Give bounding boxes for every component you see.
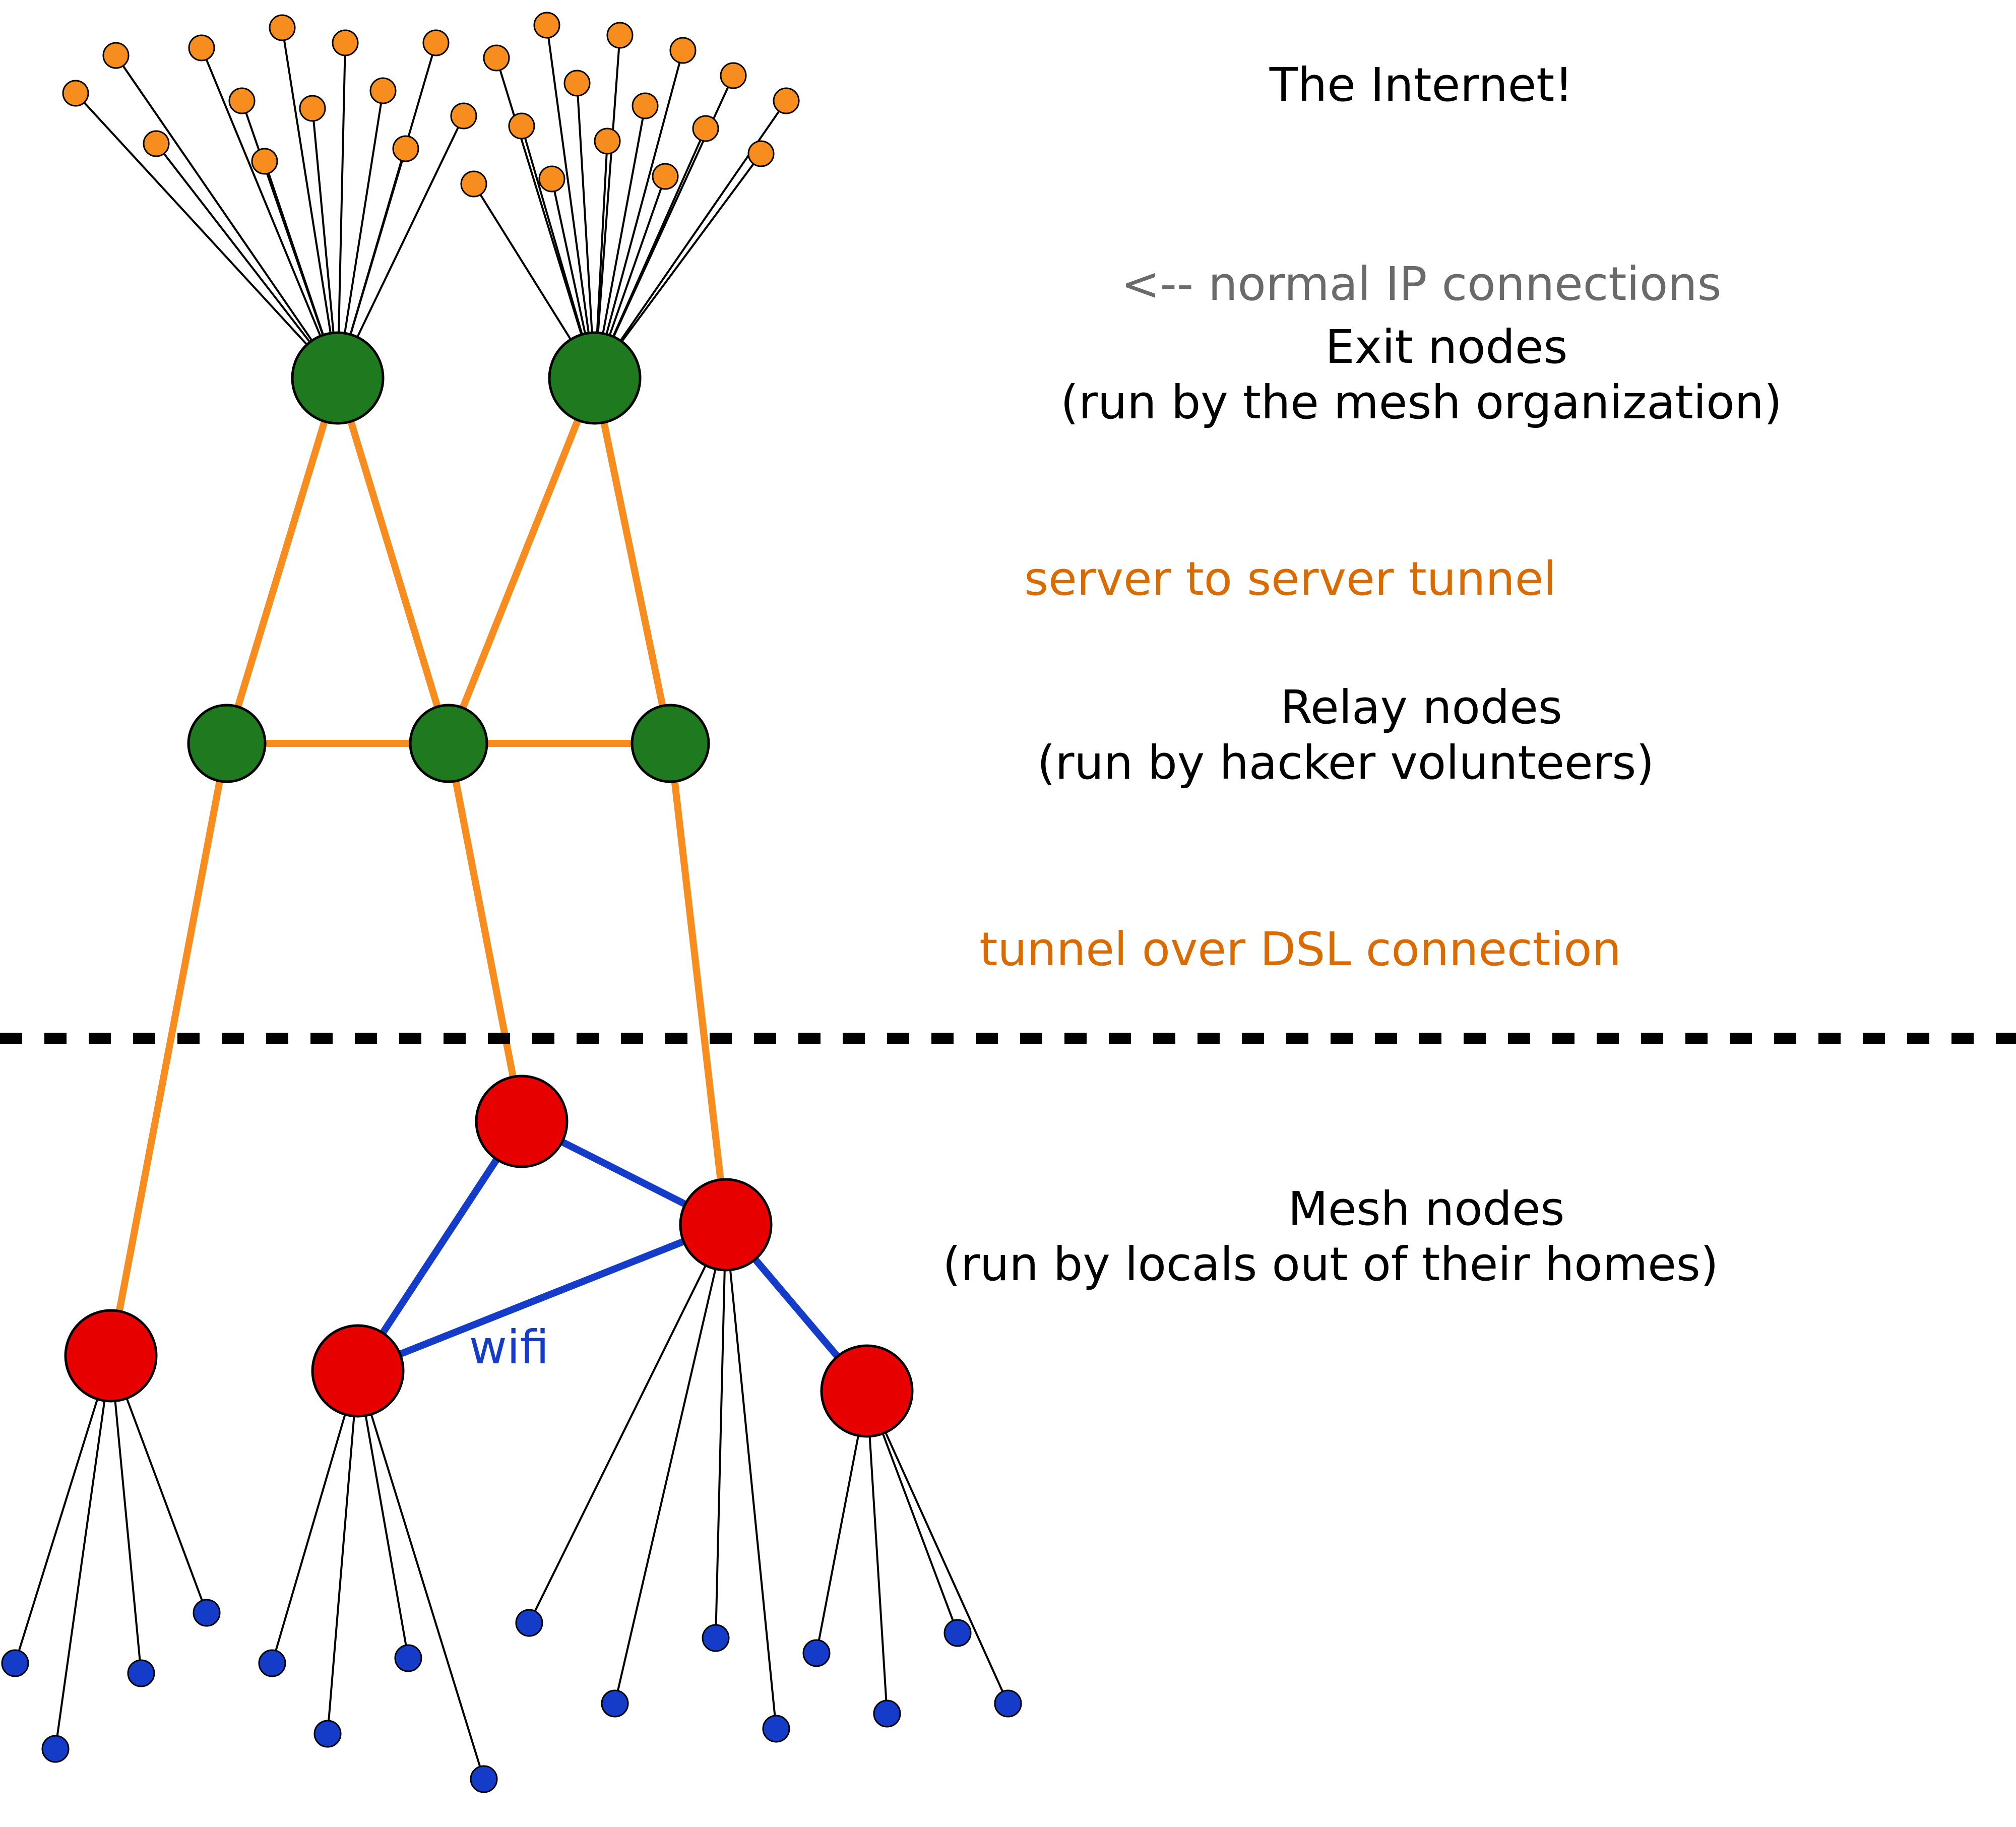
mesh-node xyxy=(66,1310,156,1401)
internet-endpoint-node xyxy=(607,23,633,48)
label-s2s: server to server tunnel xyxy=(1024,552,1556,606)
client-endpoint-node xyxy=(194,1600,220,1626)
client-endpoint-node xyxy=(602,1690,628,1717)
label-internet: The Internet! xyxy=(1269,58,1573,112)
label-ip_conn: <-- normal IP connections xyxy=(1121,257,1721,311)
internet-endpoint-node xyxy=(270,15,295,40)
tunnel-link xyxy=(449,378,595,743)
client-endpoint-node xyxy=(516,1610,542,1636)
internet-endpoint-node xyxy=(333,30,358,55)
internet-endpoint-node xyxy=(595,129,620,154)
client-connection-line xyxy=(111,1356,141,1673)
client-connection-line xyxy=(716,1225,726,1638)
tunnel-link xyxy=(595,378,670,743)
internet-endpoint-node xyxy=(509,113,534,139)
client-endpoint-node xyxy=(995,1690,1021,1717)
client-endpoint-node xyxy=(42,1736,69,1762)
wifi-connections-layer xyxy=(358,1121,867,1391)
tunnel-link xyxy=(449,743,522,1121)
internet-endpoint-node xyxy=(252,149,277,174)
internet-endpoint-node xyxy=(774,88,799,113)
client-endpoint-node xyxy=(703,1625,729,1651)
mesh-node xyxy=(312,1326,403,1416)
label-mesh1: Mesh nodes xyxy=(1288,1182,1565,1236)
client-endpoint-node xyxy=(259,1650,285,1676)
internet-endpoint-node xyxy=(423,30,449,55)
internet-endpoint-node xyxy=(653,164,678,189)
client-connection-line xyxy=(55,1356,111,1749)
internet-endpoint-node xyxy=(670,38,696,63)
tunnel-link xyxy=(227,378,338,743)
client-endpoint-node xyxy=(944,1620,971,1646)
client-connection-line xyxy=(726,1225,776,1729)
client-connection-line xyxy=(358,1371,484,1779)
relay-node xyxy=(632,705,709,782)
main-nodes-layer xyxy=(66,333,912,1436)
label-relay1: Relay nodes xyxy=(1280,680,1562,734)
label-relay2: (run by hacker volunteers) xyxy=(1037,736,1654,790)
tunnel-connections-layer xyxy=(111,378,726,1356)
client-endpoint-node xyxy=(395,1645,421,1671)
client-connection-line xyxy=(529,1225,726,1623)
tunnel-link xyxy=(111,743,227,1356)
internet-endpoint-node xyxy=(633,93,658,118)
client-endpoint-node xyxy=(314,1721,341,1747)
internet-endpoint-node xyxy=(229,88,255,113)
internet-endpoint-node xyxy=(721,63,746,88)
mesh-node xyxy=(822,1346,912,1436)
tunnel-link xyxy=(670,743,726,1225)
internet-endpoint-node xyxy=(539,166,564,192)
client-endpoint-node xyxy=(763,1716,789,1742)
tunnel-link xyxy=(338,378,449,743)
exit-node xyxy=(292,333,383,423)
client-endpoint-node xyxy=(874,1700,900,1727)
client-endpoint-node xyxy=(471,1766,497,1792)
internet-endpoint-node xyxy=(693,116,718,141)
relay-node xyxy=(188,705,265,782)
label-dsl: tunnel over DSL connection xyxy=(979,922,1621,976)
internet-endpoint-node xyxy=(300,96,325,121)
label-wifi: wifi xyxy=(469,1320,549,1374)
internet-endpoint-node xyxy=(564,71,590,96)
internet-endpoint-node xyxy=(484,45,509,71)
ip-connection-line xyxy=(595,35,620,378)
internet-endpoint-node xyxy=(103,43,129,68)
label-exit1: Exit nodes xyxy=(1326,320,1568,374)
internet-endpoint-node xyxy=(451,103,476,129)
mesh-network-diagram: The Internet! <-- normal IP connections Ex… xyxy=(0,0,2016,1827)
internet-endpoint-node xyxy=(63,81,88,106)
internet-endpoint-node xyxy=(189,35,214,60)
endpoint-nodes-layer xyxy=(2,13,1021,1792)
internet-endpoint-node xyxy=(144,131,169,156)
ip-connection-line xyxy=(338,43,345,378)
client-endpoint-node xyxy=(128,1660,154,1686)
exit-node xyxy=(549,333,640,423)
internet-endpoint-node xyxy=(393,136,418,161)
internet-endpoint-node xyxy=(461,171,486,197)
client-connection-line xyxy=(15,1356,111,1663)
client-endpoint-node xyxy=(803,1640,830,1666)
client-connection-line xyxy=(867,1391,1008,1704)
internet-endpoint-node xyxy=(748,141,774,166)
label-mesh2: (run by locals out of their homes) xyxy=(942,1237,1718,1291)
mesh-node xyxy=(476,1076,567,1167)
client-endpoint-node xyxy=(2,1650,28,1676)
label-exit2: (run by the mesh organization) xyxy=(1060,375,1782,429)
thin-connections-layer xyxy=(15,25,1008,1779)
mesh-node xyxy=(680,1179,771,1270)
internet-endpoint-node xyxy=(534,13,559,38)
relay-node xyxy=(410,705,487,782)
internet-endpoint-node xyxy=(370,78,396,103)
